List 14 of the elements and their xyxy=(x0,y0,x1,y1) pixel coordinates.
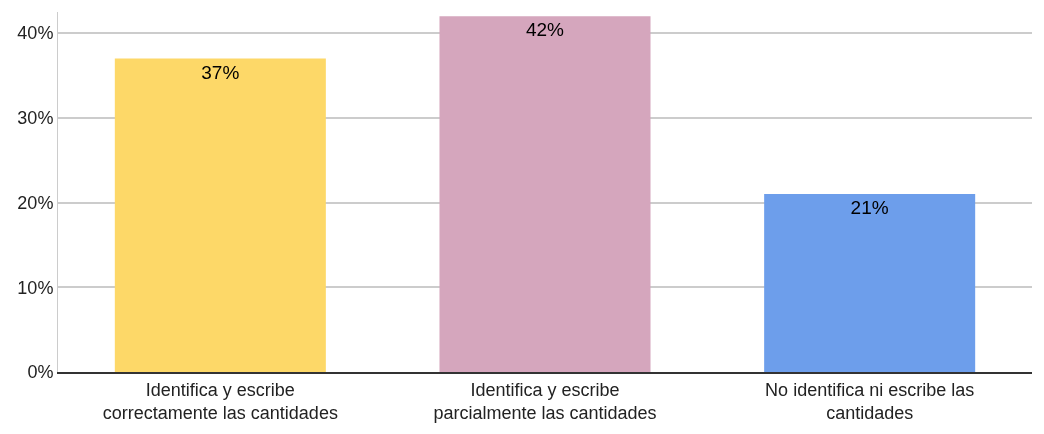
y-tick-label: 30% xyxy=(17,108,54,129)
data-label: 21% xyxy=(850,197,889,219)
bar xyxy=(114,58,326,372)
x-tick-label: Identifica y escribe correctamente las cantidades xyxy=(102,379,338,423)
bar xyxy=(764,194,976,372)
y-tick-label: 0% xyxy=(27,362,54,383)
y-tick-label: 40% xyxy=(17,23,54,44)
y-tick-label: 10% xyxy=(17,277,54,298)
data-label: 37% xyxy=(201,61,240,83)
x-tick-label: Identifica y escribe parcialmente las cantidades xyxy=(433,379,657,423)
x-tick-label: No identifica ni escribe las cantidades xyxy=(765,379,975,423)
y-tick-label: 20% xyxy=(17,192,54,213)
data-label: 42% xyxy=(525,19,565,41)
bar xyxy=(439,16,651,372)
